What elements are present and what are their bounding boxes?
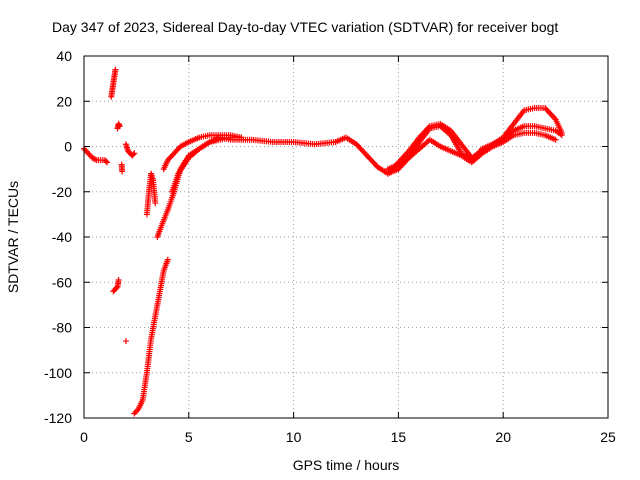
x-tick-label: 15 [391, 429, 407, 445]
series-trace-l [169, 134, 245, 195]
data-point [152, 200, 159, 207]
y-tick-label: 20 [56, 93, 72, 109]
series-trace-g [122, 141, 138, 159]
data-point [116, 123, 123, 130]
y-tick-label: 40 [56, 48, 72, 64]
series-trace-e [118, 161, 126, 175]
chart-title: Day 347 of 2023, Sidereal Day-to-day VTE… [52, 19, 558, 35]
series-trace-k [160, 132, 245, 173]
data-point [119, 168, 126, 175]
data-point [122, 338, 129, 345]
y-tick-label: -120 [44, 410, 72, 426]
data-point [558, 129, 565, 136]
series-trace-m [384, 105, 565, 177]
plot-frame [83, 55, 609, 419]
series-trace-c [110, 276, 122, 295]
data-point [92, 156, 99, 163]
y-tick-label: -100 [44, 365, 72, 381]
data-point [112, 66, 119, 73]
series-trace-d [114, 120, 123, 132]
series-trace-h [131, 256, 171, 417]
series-trace-f [122, 338, 129, 345]
data-point [130, 151, 137, 158]
data-point [131, 150, 138, 157]
data-point [238, 134, 245, 141]
y-tick-label: -20 [52, 184, 72, 200]
series-trace-b [108, 66, 119, 100]
data-point [552, 136, 559, 143]
x-tick-label: 20 [495, 429, 511, 445]
y-tick-label: -80 [52, 320, 72, 336]
y-tick-label: 0 [64, 139, 72, 155]
data-point [115, 276, 122, 283]
series-trace-a [81, 145, 111, 166]
series-trace-i [143, 170, 159, 218]
x-tick-label: 0 [80, 429, 88, 445]
data-point [164, 256, 171, 263]
data-point [103, 158, 110, 165]
y-tick-label: -40 [52, 229, 72, 245]
data-points [81, 66, 565, 417]
x-tick-label: 25 [600, 429, 616, 445]
data-point [113, 284, 120, 291]
x-tick-label: 5 [185, 429, 193, 445]
y-axis-label: SDTVAR / TECUs [5, 181, 21, 293]
grid-lines [84, 56, 608, 418]
data-point [104, 159, 111, 166]
x-tick-label: 10 [286, 429, 302, 445]
y-tick-label: -60 [52, 274, 72, 290]
axis-ticks: 0 5 10 15 20 25 -120 -100 -80 -60 -40 -20 0 20 40 [44, 48, 616, 445]
series-trace-n [384, 129, 559, 173]
x-axis-label: GPS time / hours [293, 457, 400, 473]
